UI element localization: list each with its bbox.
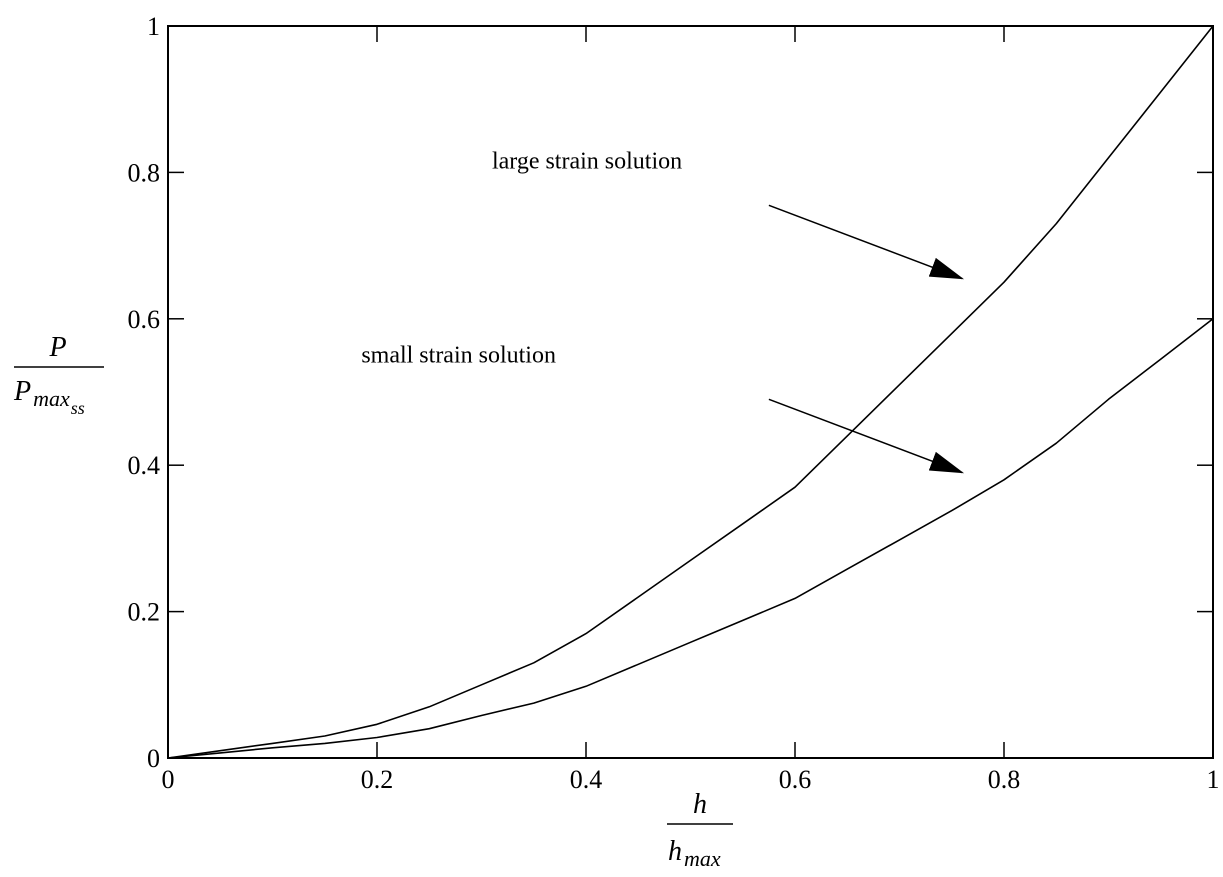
x-tick-label: 0.2 [361,765,394,794]
series-line-large-strain [167,25,1214,759]
annotation-arrow [768,204,965,280]
y-axis-label: P Pmaxss [13,332,104,418]
x-tick-label: 0.8 [988,765,1021,794]
tick-labels: 0 0.2 0.4 0.6 0.8 1 0 0.2 0.4 0.6 0.8 1 [128,12,1220,794]
x-axis-label: h hmax [667,789,733,871]
annotation-label: small strain solution [361,343,556,369]
x-label-denominator-subscript: max [684,846,721,871]
y-label-denominator-subsubscript: ss [71,398,85,418]
y-tick-label: 0.8 [128,158,161,187]
axis-ticks [168,26,1213,758]
y-label-numerator: P [48,332,66,363]
y-label-denominator-subscript: max [33,386,70,411]
y-tick-label: 0.2 [128,598,161,627]
y-tick-label: 0 [147,744,160,773]
x-tick-label: 0.4 [570,765,603,794]
annotation-label: large strain solution [492,149,682,175]
x-label-denominator-base: h [668,836,682,867]
plot-frame [167,25,1214,759]
y-tick-label: 0.4 [128,451,161,480]
series-layer [167,25,1214,759]
annotation-arrow [768,398,965,474]
svg-text:hmax: hmax [668,836,721,871]
x-label-numerator: h [693,789,707,820]
annotation-layer: large strain solution small strain soluti… [361,149,965,474]
y-label-denominator-base: P [13,376,31,407]
y-tick-label: 1 [147,12,160,41]
x-tick-label: 0 [162,765,175,794]
y-tick-label: 0.6 [128,305,161,334]
svg-text:Pmaxss: Pmaxss [13,376,85,418]
x-tick-label: 1 [1207,765,1220,794]
x-tick-label: 0.6 [779,765,812,794]
series-line-small-strain [167,318,1214,759]
